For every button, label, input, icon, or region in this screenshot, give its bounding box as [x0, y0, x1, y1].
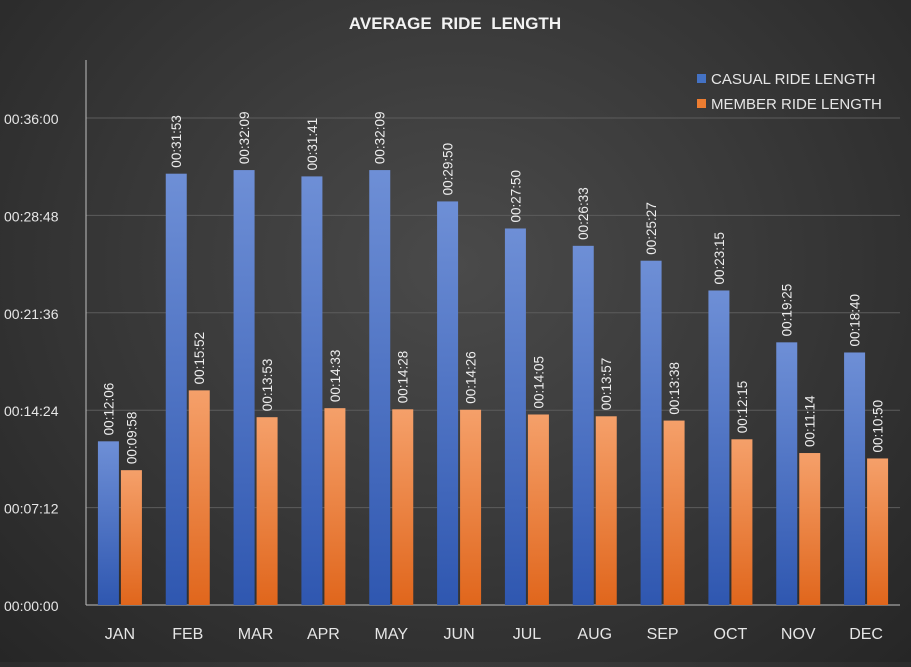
x-tick-label: SEP [647, 626, 679, 643]
bars: 00:12:06 00:09:58 00:31:53 00:15:52 00:32:09… [97, 112, 889, 606]
member-bar-dec [867, 458, 889, 605]
x-tick-label: OCT [714, 626, 748, 643]
member-bar-feb [188, 390, 210, 605]
x-tick-label: APR [307, 626, 340, 643]
casual-bar-jul [504, 228, 526, 605]
legend-swatch [697, 99, 706, 108]
member-bar-sep [663, 420, 685, 605]
x-axis: JAN FEB MAR APR MAY JUN JUL AUG SEP OCT NOV DEC [105, 626, 883, 643]
member-bar-apr [324, 408, 346, 605]
x-tick-label: JUL [513, 626, 542, 643]
data-label: 00:14:26 [464, 351, 479, 404]
data-label: 00:14:28 [396, 351, 411, 404]
legend-label: MEMBER RIDE LENGTH [711, 96, 882, 113]
data-label: 00:11:14 [803, 395, 818, 447]
casual-bar-aug [572, 245, 594, 605]
data-label: 00:32:09 [237, 112, 252, 165]
member-bar-oct [731, 439, 753, 605]
casual-bar-jun [437, 201, 459, 605]
casual-bar-mar [233, 170, 255, 605]
x-tick-label: JAN [105, 626, 135, 643]
data-label: 00:12:06 [101, 383, 116, 436]
casual-bar-may [369, 170, 391, 605]
data-label: 00:31:41 [305, 118, 320, 171]
x-tick-label: NOV [781, 626, 816, 643]
y-tick-label: 00:07:12 [4, 501, 59, 517]
legend: CASUAL RIDE LENGTH MEMBER RIDE LENGTH [697, 71, 882, 113]
data-label: 00:13:53 [260, 359, 275, 412]
data-label: 00:12:15 [735, 381, 750, 434]
data-label: 00:25:27 [644, 202, 659, 255]
y-tick-label: 00:14:24 [4, 403, 59, 419]
x-tick-label: MAY [375, 626, 409, 643]
data-label: 00:10:50 [871, 400, 886, 453]
chart-title: AVERAGE RIDE LENGTH [349, 14, 561, 33]
casual-bar-oct [708, 290, 730, 605]
y-tick-label: 00:28:48 [4, 208, 59, 224]
casual-bar-apr [301, 176, 323, 606]
y-tick-label: 00:36:00 [4, 111, 59, 127]
data-label: 00:29:50 [441, 143, 456, 196]
data-label: 00:19:25 [780, 284, 795, 337]
data-label: 00:23:15 [712, 232, 727, 285]
data-label: 00:13:57 [599, 358, 614, 411]
y-tick-label: 00:21:36 [4, 306, 59, 322]
y-axis: 00:00:00 00:07:12 00:14:24 00:21:36 00:28:48… [4, 60, 900, 614]
data-label: 00:32:09 [373, 112, 388, 165]
member-bar-aug [595, 416, 617, 605]
legend-swatch [697, 74, 706, 83]
casual-bar-sep [640, 260, 662, 605]
y-tick-label: 00:00:00 [4, 598, 59, 614]
x-tick-label: JUN [444, 626, 475, 643]
casual-bar-nov [776, 342, 798, 605]
member-bar-jun [460, 409, 482, 605]
member-bar-jan [120, 470, 142, 605]
data-label: 00:14:33 [328, 350, 343, 403]
data-label: 00:26:33 [576, 187, 591, 240]
casual-bar-jan [97, 441, 119, 605]
legend-label: CASUAL RIDE LENGTH [711, 71, 875, 88]
member-bar-may [392, 409, 414, 605]
member-bar-jul [527, 414, 549, 605]
x-tick-label: MAR [238, 626, 274, 643]
member-bar-mar [256, 417, 278, 605]
data-label: 00:31:53 [169, 115, 184, 168]
x-tick-label: DEC [849, 626, 883, 643]
gridlines [86, 117, 900, 509]
data-label: 00:15:52 [192, 332, 207, 385]
x-tick-label: AUG [577, 626, 612, 643]
data-label: 00:09:58 [124, 412, 139, 465]
data-label: 00:13:38 [667, 362, 682, 415]
casual-bar-feb [165, 173, 187, 606]
casual-bar-dec [844, 352, 866, 605]
x-tick-label: FEB [172, 626, 203, 643]
data-label: 00:18:40 [848, 294, 863, 347]
data-label: 00:27:50 [508, 170, 523, 223]
data-label: 00:14:05 [531, 356, 546, 409]
member-bar-nov [799, 453, 821, 605]
